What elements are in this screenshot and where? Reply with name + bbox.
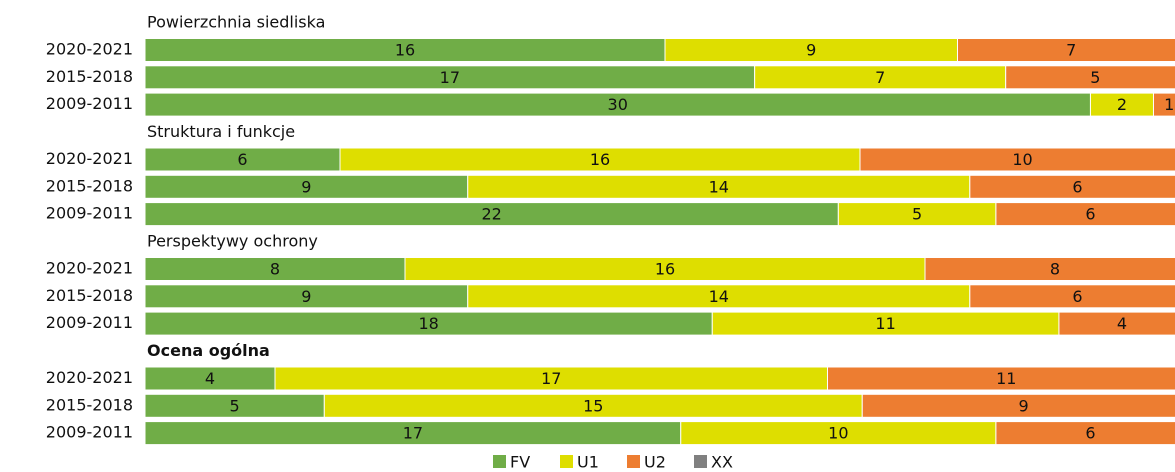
value-label: 6 xyxy=(1085,205,1095,224)
value-label: 16 xyxy=(395,41,415,60)
value-label: 6 xyxy=(1072,177,1082,196)
value-label: 5 xyxy=(230,396,240,415)
value-label: 1 xyxy=(1164,95,1174,114)
legend-swatch xyxy=(560,455,573,468)
value-label: 7 xyxy=(1066,41,1076,60)
category-label: 2009-2011 xyxy=(46,423,133,442)
bar-segment xyxy=(969,284,1175,309)
legend-swatch xyxy=(493,455,506,468)
legend-swatch xyxy=(694,455,707,468)
category-label: 2009-2011 xyxy=(46,313,133,332)
value-label: 8 xyxy=(270,260,280,279)
category-label: 2015-2018 xyxy=(46,67,133,86)
group-title: Powierzchnia siedliska xyxy=(147,13,325,32)
value-label: 16 xyxy=(655,260,675,279)
bar-segment xyxy=(859,147,1175,172)
category-label: 2020-2021 xyxy=(46,259,133,278)
value-label: 15 xyxy=(583,396,603,415)
value-label: 11 xyxy=(996,369,1016,388)
value-label: 4 xyxy=(1117,314,1127,333)
bar-segment xyxy=(995,421,1175,446)
category-label: 2009-2011 xyxy=(46,94,133,113)
legend-label: U1 xyxy=(577,453,599,472)
legend-label: U2 xyxy=(644,453,666,472)
value-label: 5 xyxy=(1090,68,1100,87)
group-title: Struktura i funkcje xyxy=(147,122,295,141)
group-title: Perspektywy ochrony xyxy=(147,232,318,251)
bar-segment xyxy=(995,202,1175,227)
bar-segment xyxy=(924,257,1175,281)
value-label: 9 xyxy=(1019,396,1029,415)
value-label: 2 xyxy=(1117,95,1127,114)
legend-label: XX xyxy=(711,453,733,472)
bar-segment xyxy=(1005,65,1175,90)
bar-segment xyxy=(861,393,1175,418)
category-label: 2020-2021 xyxy=(46,149,133,168)
value-label: 9 xyxy=(301,287,311,306)
category-label: 2009-2011 xyxy=(46,204,133,223)
category-label: 2015-2018 xyxy=(46,176,133,195)
category-label: 2015-2018 xyxy=(46,286,133,305)
value-label: 6 xyxy=(1085,424,1095,443)
category-label: 2015-2018 xyxy=(46,395,133,414)
category-label: 2020-2021 xyxy=(46,40,133,59)
value-label: 6 xyxy=(1072,287,1082,306)
value-label: 8 xyxy=(1050,260,1060,279)
bar-segment xyxy=(957,38,1175,62)
legend-swatch xyxy=(627,455,640,468)
value-label: 6 xyxy=(237,150,247,169)
value-label: 22 xyxy=(481,205,501,224)
value-label: 9 xyxy=(301,177,311,196)
value-label: 17 xyxy=(403,424,423,443)
value-label: 7 xyxy=(875,68,885,87)
bar-segment xyxy=(827,366,1175,391)
value-label: 14 xyxy=(709,287,729,306)
value-label: 18 xyxy=(418,314,438,333)
value-label: 10 xyxy=(828,424,848,443)
value-label: 17 xyxy=(440,68,460,87)
value-label: 5 xyxy=(912,205,922,224)
bar-segment xyxy=(1152,92,1175,117)
category-label: 2020-2021 xyxy=(46,368,133,387)
value-label: 10 xyxy=(1012,150,1032,169)
value-label: 16 xyxy=(590,150,610,169)
value-label: 17 xyxy=(541,369,561,388)
value-label: 30 xyxy=(608,95,628,114)
value-label: 11 xyxy=(875,314,895,333)
value-label: 9 xyxy=(806,41,816,60)
bar-segment xyxy=(1058,311,1175,336)
group-title: Ocena ogólna xyxy=(147,341,270,360)
value-label: 14 xyxy=(709,177,729,196)
value-label: 4 xyxy=(205,369,215,388)
bar-segment xyxy=(969,174,1175,199)
legend-label: FV xyxy=(510,453,530,472)
